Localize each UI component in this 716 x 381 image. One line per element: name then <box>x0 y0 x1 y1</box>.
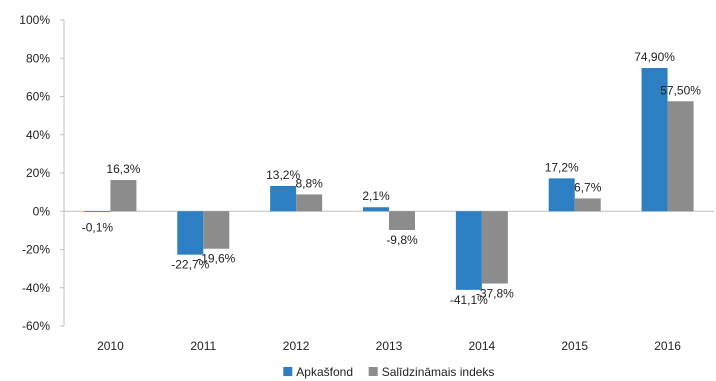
data-label: 13,2% <box>266 168 300 182</box>
y-tick-label: 100% <box>19 13 50 27</box>
data-label: 2,1% <box>362 189 390 203</box>
y-tick-label: 20% <box>26 166 50 180</box>
x-tick-label: 2015 <box>561 339 588 353</box>
y-tick-label: 40% <box>26 128 50 142</box>
data-label: 8,8% <box>295 176 323 190</box>
bar <box>481 211 508 284</box>
x-tick-label: 2016 <box>654 339 681 353</box>
bar <box>177 211 204 255</box>
y-axis: -60% -40% -20% 0% 20% 40% 60% 80% 100% <box>19 13 65 333</box>
bar <box>363 207 389 212</box>
data-label: 57,50% <box>660 83 701 97</box>
y-tick-label: -40% <box>22 281 50 295</box>
bar <box>667 101 694 212</box>
data-label: -22,7% <box>171 258 209 272</box>
bar <box>270 186 297 212</box>
y-tick-label: 80% <box>26 51 50 65</box>
bar <box>84 211 111 213</box>
data-label: -37,8% <box>476 287 514 301</box>
data-label: 17,2% <box>545 160 579 174</box>
y-tick-label: -20% <box>22 243 50 257</box>
x-tick-label: 2014 <box>469 339 496 353</box>
legend-swatch <box>283 367 293 376</box>
bar <box>574 198 601 212</box>
legend-swatch <box>368 367 378 376</box>
bar <box>203 211 230 249</box>
data-labels: -0,1% -22,7% 13,2% 2,1% -41,1% 17,2% 74,90% 16,… <box>82 50 702 307</box>
bar <box>548 178 575 212</box>
data-label: 74,90% <box>634 50 675 64</box>
data-label: -19,6% <box>197 252 235 266</box>
y-tick-label: 0% <box>33 204 51 218</box>
bars <box>84 68 694 290</box>
data-label: -41,1% <box>450 293 488 307</box>
y-tick-label: -60% <box>22 319 50 333</box>
data-label: 6,7% <box>574 180 602 194</box>
data-label: -0,1% <box>82 220 114 234</box>
legend-label: Salīdzināmais indeks <box>382 365 495 379</box>
data-label: 16,3% <box>106 162 140 176</box>
x-tick-label: 2011 <box>190 339 216 353</box>
legend: Apkašfond Salīdzināmais indeks <box>283 365 494 379</box>
bar <box>641 68 668 212</box>
x-tick-label: 2012 <box>283 339 310 353</box>
bar <box>389 211 415 230</box>
x-axis: 2010 2011 2012 2013 2014 2015 2016 <box>64 210 714 353</box>
bar <box>455 211 482 290</box>
bar <box>296 194 323 212</box>
bar <box>110 180 137 212</box>
x-tick-label: 2010 <box>97 339 124 353</box>
legend-label: Apkašfond <box>296 365 353 379</box>
data-label: -9,8% <box>386 233 418 247</box>
x-tick-label: 2013 <box>376 339 403 353</box>
y-tick-label: 60% <box>26 90 50 104</box>
